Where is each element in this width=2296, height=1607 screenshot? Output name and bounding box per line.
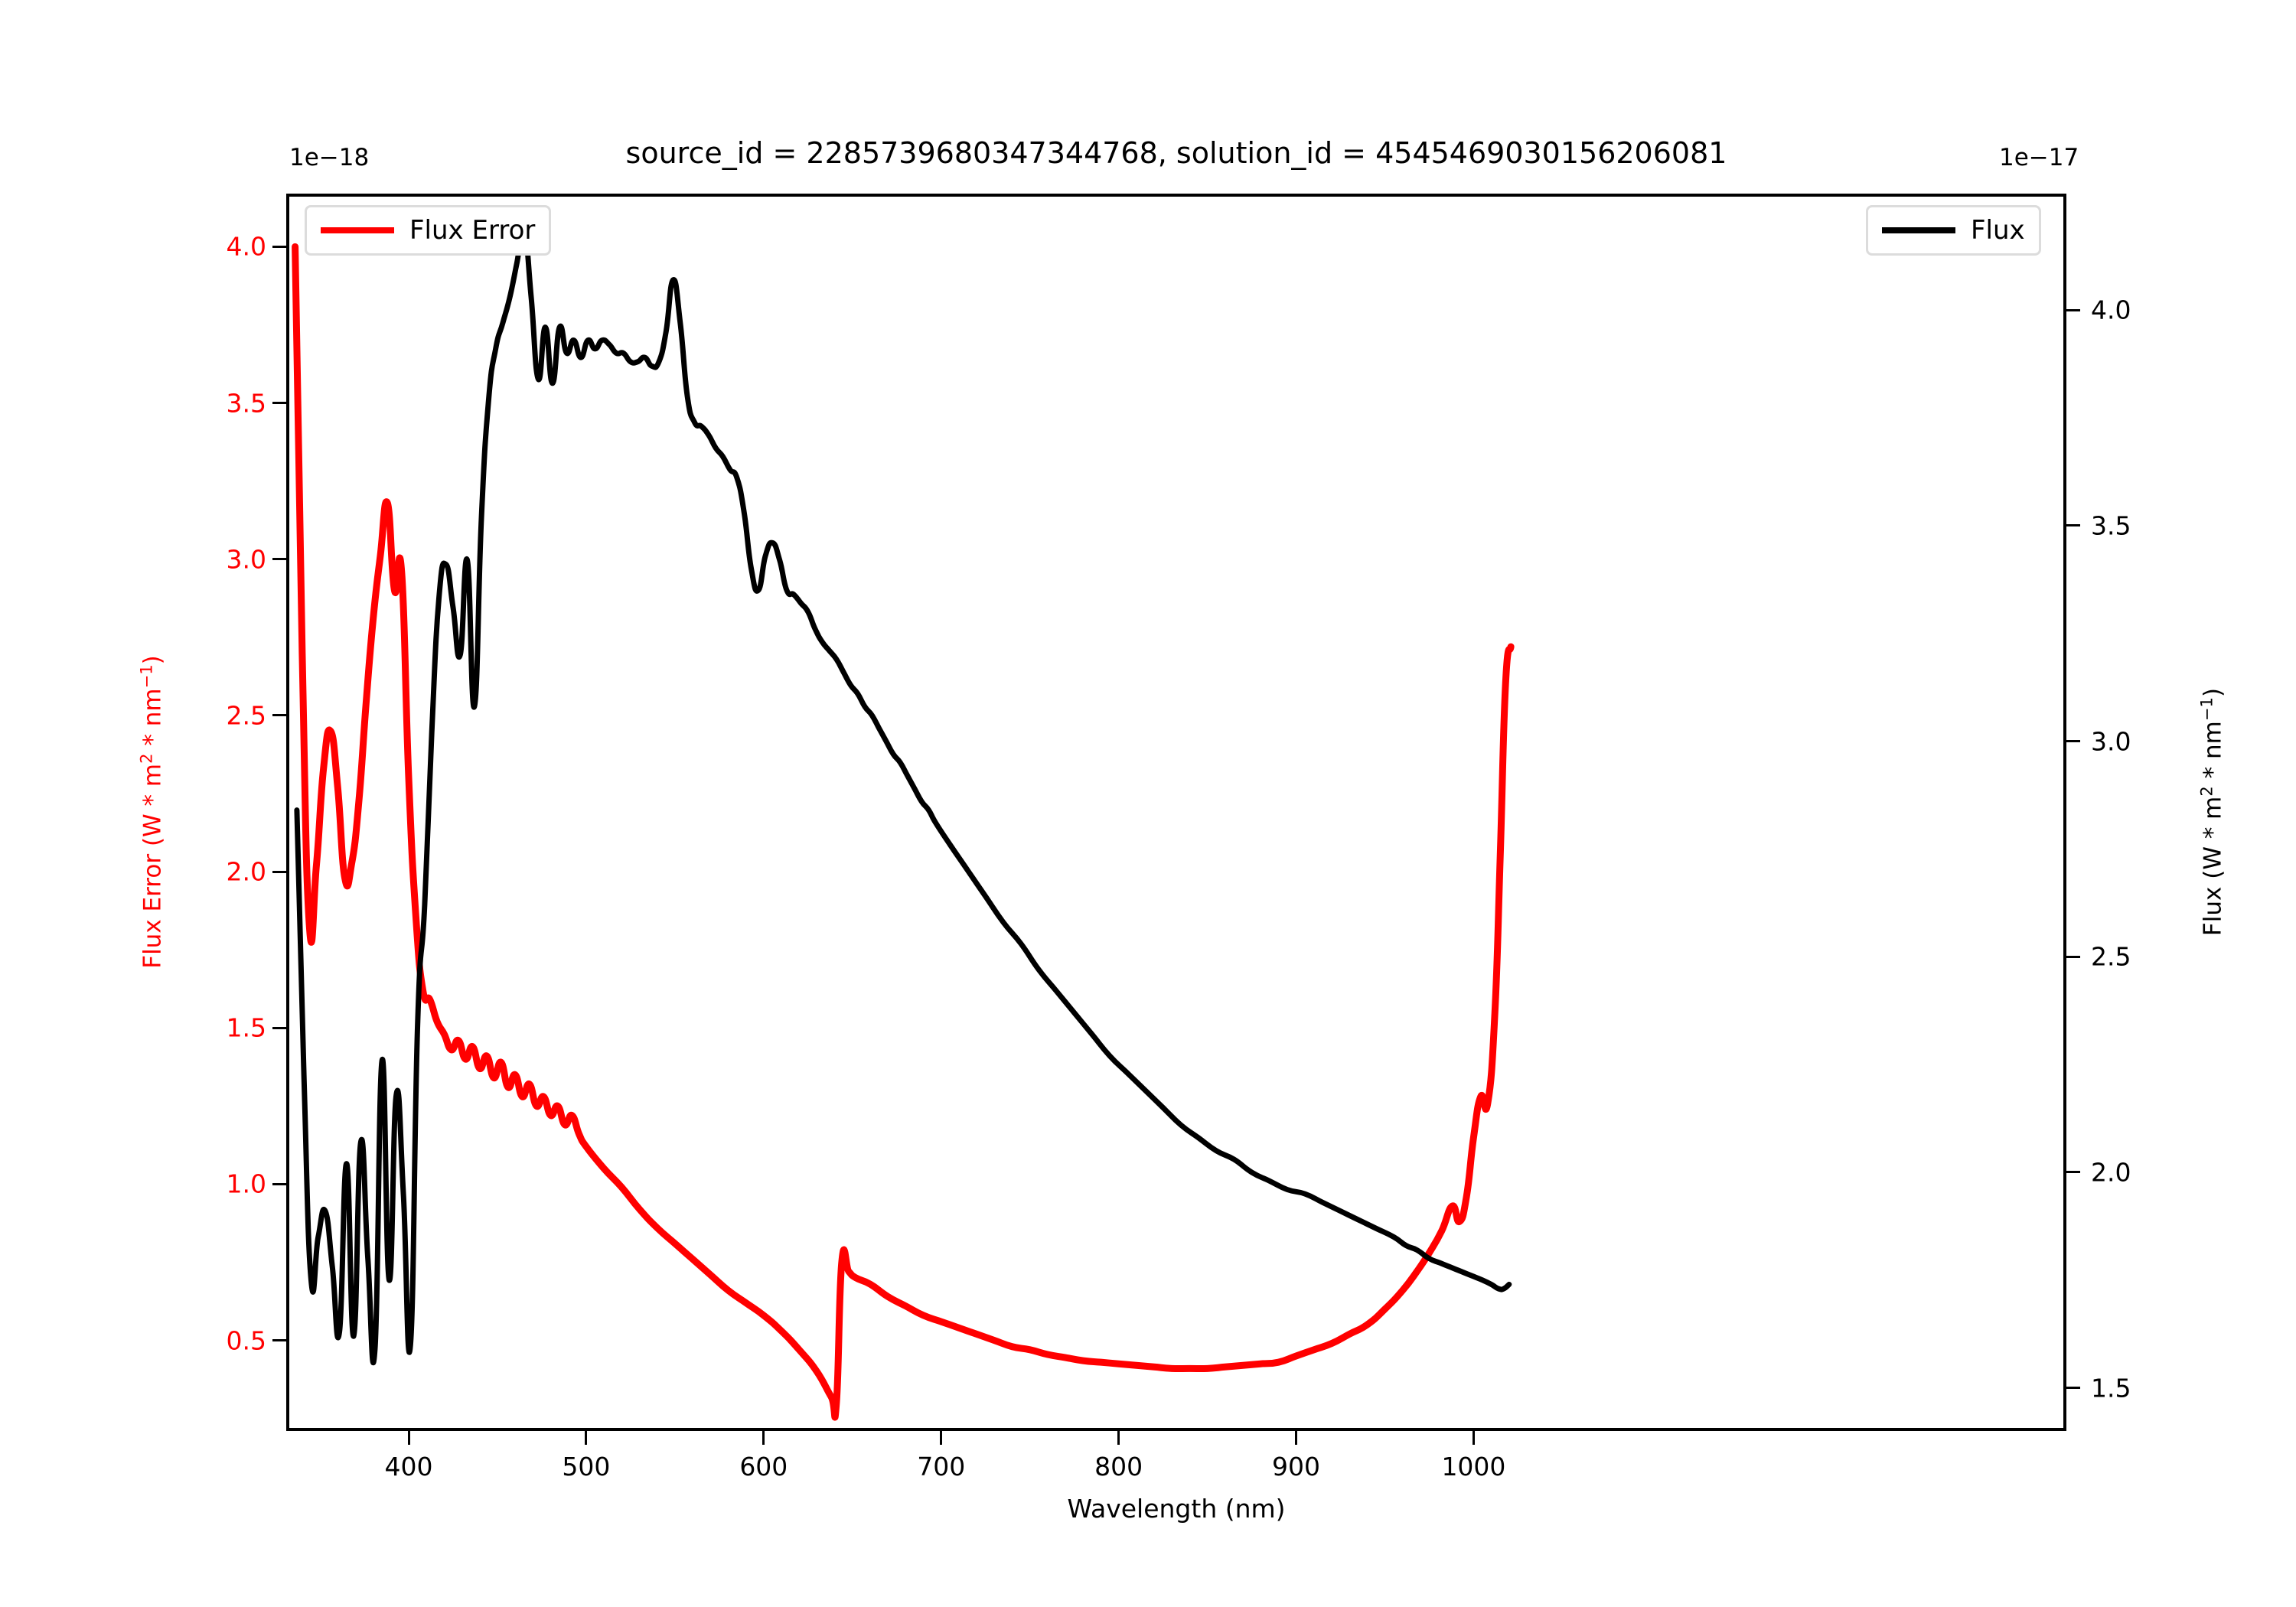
page-title: source_id = 2285739680347344768, solutio… xyxy=(625,136,1727,170)
left-y-tick-mark xyxy=(272,245,286,248)
right-y-tick-label: 2.5 xyxy=(2091,941,2131,972)
x-tick-mark xyxy=(585,1431,588,1445)
x-tick-mark xyxy=(407,1431,410,1445)
right-y-tick-mark xyxy=(2066,740,2080,743)
legend-swatch-flux xyxy=(1882,227,1955,233)
x-tick-mark xyxy=(1472,1431,1475,1445)
right-y-tick-mark xyxy=(2066,1171,2080,1174)
left-y-tick-label: 1.0 xyxy=(226,1169,266,1199)
x-tick-label: 1000 xyxy=(1441,1452,1506,1482)
right-axis-label-suffix: ) xyxy=(2199,687,2227,698)
right-y-tick-label: 3.5 xyxy=(2091,510,2131,541)
left-axis-offset-text: 1e−18 xyxy=(289,144,370,171)
x-tick-mark xyxy=(762,1431,765,1445)
x-tick-mark xyxy=(1295,1431,1298,1445)
right-y-tick-label: 1.5 xyxy=(2091,1373,2131,1403)
x-tick-label: 900 xyxy=(1272,1452,1321,1482)
left-y-tick-label: 3.5 xyxy=(226,388,266,419)
right-axis-label-prefix: Flux (W * m xyxy=(2199,796,2227,937)
right-y-tick-mark xyxy=(2066,308,2080,311)
series-canvas xyxy=(292,223,1515,1421)
right-axis-label-exp: −1 xyxy=(2197,697,2216,722)
legend-swatch-flux-error xyxy=(321,227,394,233)
left-axis-label-sq: 2 xyxy=(136,753,156,764)
right-y-tick-mark xyxy=(2066,1387,2080,1390)
left-y-tick-label: 1.5 xyxy=(226,1012,266,1043)
legend-flux[interactable]: Flux xyxy=(1866,205,2041,256)
left-y-tick-mark xyxy=(272,870,286,873)
left-y-tick-mark xyxy=(272,1182,286,1185)
x-axis-label: Wavelength (nm) xyxy=(1067,1494,1286,1524)
legend-flux-error[interactable]: Flux Error xyxy=(305,205,552,256)
left-y-tick-label: 2.5 xyxy=(226,700,266,731)
left-y-tick-mark xyxy=(272,1339,286,1342)
left-y-tick-mark xyxy=(272,558,286,561)
right-axis-label: Flux (W * m2 * nm−1) xyxy=(2197,688,2226,936)
right-axis-label-sq: 2 xyxy=(2197,786,2216,797)
left-axis-label-exp: −1 xyxy=(136,664,156,689)
left-y-tick-mark xyxy=(272,1026,286,1029)
right-axis-offset-text: 1e−17 xyxy=(1999,144,2079,171)
x-tick-label: 400 xyxy=(384,1452,433,1482)
x-tick-label: 600 xyxy=(739,1452,788,1482)
series-line-flux-error xyxy=(292,243,1515,1421)
plot-area: 400 500 600 700 800 900 1000 0.5 1.0 1.5 2.0 2.5 3.0… xyxy=(227,194,2131,1482)
right-y-tick-label: 4.0 xyxy=(2091,295,2131,325)
x-tick-mark xyxy=(940,1431,943,1445)
left-y-tick-label: 4.0 xyxy=(226,231,266,262)
left-y-tick-mark xyxy=(272,402,286,405)
left-axis-label-suffix: ) xyxy=(139,655,167,665)
right-y-tick-label: 2.0 xyxy=(2091,1157,2131,1188)
left-y-tick-mark xyxy=(272,714,286,717)
x-tick-label: 800 xyxy=(1094,1452,1143,1482)
right-y-tick-mark xyxy=(2066,524,2080,527)
x-tick-label: 500 xyxy=(562,1452,611,1482)
right-y-tick-mark xyxy=(2066,955,2080,958)
x-tick-mark xyxy=(1117,1431,1120,1445)
x-tick-label: 700 xyxy=(917,1452,966,1482)
legend-label-flux-error: Flux Error xyxy=(409,215,536,246)
axes-frame xyxy=(286,194,2066,1431)
legend-label-flux: Flux xyxy=(1971,215,2025,246)
series-line-flux xyxy=(294,223,1512,1366)
left-y-tick-label: 2.0 xyxy=(226,856,266,887)
left-y-tick-label: 0.5 xyxy=(226,1325,266,1356)
left-y-tick-label: 3.0 xyxy=(226,544,266,575)
right-y-tick-label: 3.0 xyxy=(2091,726,2131,757)
